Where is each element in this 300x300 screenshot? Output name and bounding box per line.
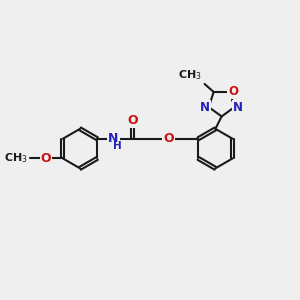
Text: O: O <box>41 152 51 165</box>
Text: O: O <box>128 114 138 127</box>
Text: N: N <box>108 132 119 145</box>
Text: H: H <box>113 141 122 151</box>
Text: O: O <box>228 85 238 98</box>
Text: CH$_3$: CH$_3$ <box>4 152 28 165</box>
Text: N: N <box>200 101 210 114</box>
Text: O: O <box>163 132 173 145</box>
Text: CH$_3$: CH$_3$ <box>178 68 202 82</box>
Text: N: N <box>233 101 243 114</box>
